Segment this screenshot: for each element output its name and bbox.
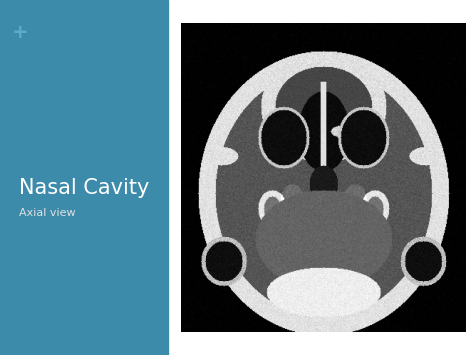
Text: P: P <box>186 161 191 166</box>
Text: NASAL CONCHA: NASAL CONCHA <box>344 65 402 86</box>
Text: Nasal Cavity: Nasal Cavity <box>19 178 149 198</box>
Text: NASAL SEPTUM: NASAL SEPTUM <box>321 34 404 75</box>
Text: +: + <box>12 23 28 42</box>
Text: MANDIBLE: MANDIBLE <box>198 129 262 138</box>
Bar <box>0 0 168 355</box>
Text: P: P <box>319 314 323 319</box>
Text: NASOPHARYNX: NASOPHARYNX <box>185 91 260 108</box>
Text: Axial view: Axial view <box>19 208 75 218</box>
Text: MASTOID: MASTOID <box>384 235 417 253</box>
Text: MAXILLARY
SINUS: MAXILLARY SINUS <box>234 47 283 83</box>
Text: ZYGOMATIC
ARCH: ZYGOMATIC ARCH <box>390 89 430 108</box>
Text: AIR IN THE
EUSTACHIAN
TUBE: AIR IN THE EUSTACHIAN TUBE <box>186 203 256 237</box>
